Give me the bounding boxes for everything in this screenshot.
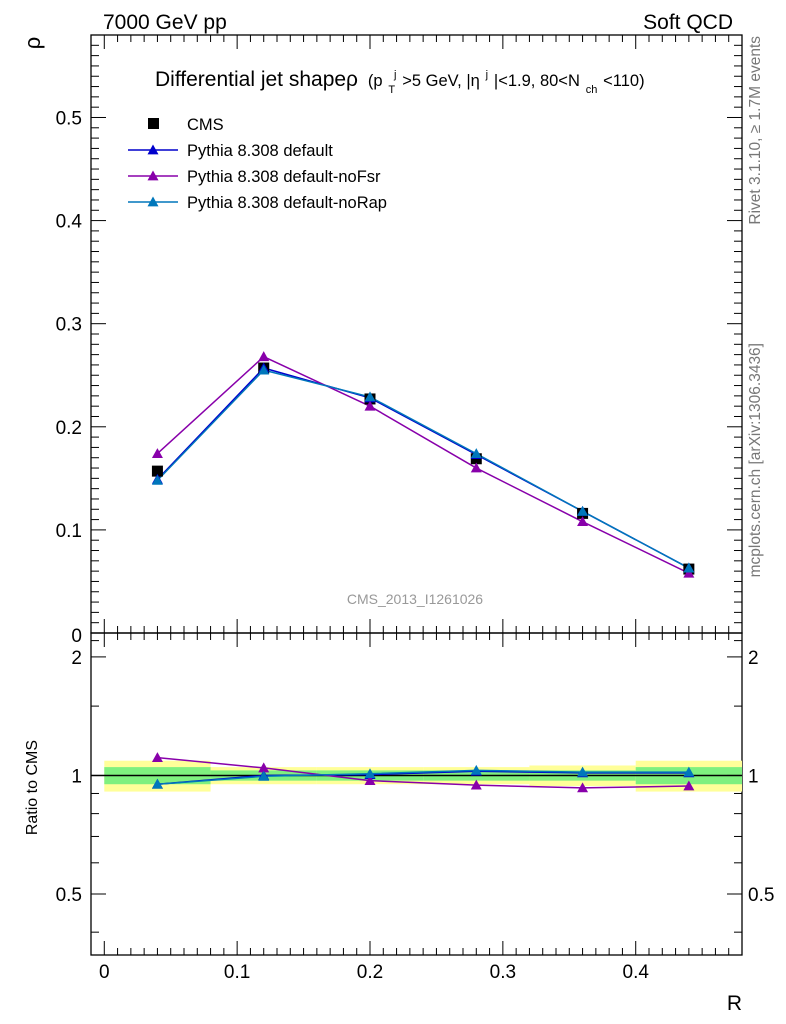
chart-title-main: Differential jet shapeρ [155, 68, 358, 91]
y-tick-label: 0.1 [56, 521, 82, 542]
legend-label-series-1: Pythia 8.308 default-noFsr [187, 168, 381, 186]
ratio-series-group [151, 752, 695, 793]
chart-title-sub-2: >5 GeV, |η [402, 72, 480, 90]
chart-title-sub-6: <110) [603, 72, 644, 90]
series-1-point [258, 351, 270, 362]
series-2-point [470, 448, 482, 458]
series-line-2 [156, 369, 690, 569]
axis-ticks [91, 35, 743, 955]
legend-marker-series-0 [147, 144, 159, 155]
ratio-series-2-point [683, 766, 695, 777]
chart-title-sub-ch: ch [586, 84, 598, 96]
header-left: 7000 GeV pp [103, 11, 227, 34]
chart-title-sub-t: T [388, 84, 395, 96]
y-tick-label: 0.2 [56, 418, 82, 439]
chart-title-sub-j1: j [393, 69, 396, 81]
ratio-tick-label: 1 [71, 766, 82, 787]
ratio-series-2-point [258, 770, 270, 781]
ratio-series-2-point [364, 768, 376, 779]
y-tick-label: 0.3 [56, 315, 82, 336]
series-1-point [683, 567, 695, 578]
mcplots-label: mcplots.cern.ch [arXiv:1306.3436] [747, 343, 764, 577]
ratio-series-1-point [683, 780, 695, 791]
series-1-point [577, 516, 589, 527]
series-line-1 [156, 355, 690, 574]
ratio-plot-frame [90, 632, 743, 956]
legend-marker-cms [148, 118, 159, 129]
main-series-group [151, 351, 695, 578]
ratio-series-2-point [577, 766, 589, 777]
x-tick-label: 0.4 [623, 962, 650, 983]
legend-label-series-2: Pythia 8.308 default-noRap [187, 194, 387, 212]
series-2-point [364, 391, 376, 402]
series-2-point [577, 505, 589, 516]
chart-title: Differential jet shapeρ (p T j >5 GeV, |… [155, 60, 645, 98]
series-2-point [683, 562, 695, 573]
series-1-point [364, 400, 376, 411]
y-tick-label-zero: 0 [71, 626, 82, 647]
ratio-tick-label-right: 1 [748, 766, 759, 787]
x-tick-label: 0.1 [224, 962, 250, 983]
cms-data-point [151, 465, 163, 477]
series-2-point [258, 364, 270, 375]
ratio-line-2 [157, 769, 689, 785]
ratio-series-1-point [577, 782, 589, 793]
ratio-series-2-point [470, 764, 482, 775]
y-tick-label: 0.5 [56, 108, 82, 129]
series-2-point [151, 474, 163, 485]
ratio-series-1-point [258, 762, 270, 773]
ratio-series-1-point [151, 752, 163, 763]
ratio-tick-label: 0.5 [56, 885, 82, 906]
x-tick-label: 0.3 [490, 962, 516, 983]
y-tick-label: 0.4 [56, 212, 83, 233]
header-right: Soft QCD [643, 11, 733, 34]
x-tick-label: 0.2 [357, 962, 383, 983]
legend-label-series-0: Pythia 8.308 default [187, 142, 333, 160]
series-1-point [470, 462, 482, 473]
ratio-series-1-point [470, 779, 482, 790]
analysis-watermark: CMS_2013_I1261026 [347, 591, 483, 607]
y-axis-label: ρ [20, 37, 45, 50]
x-axis-label: R [727, 992, 742, 1015]
ratio-line-1 [157, 756, 689, 789]
ratio-series-2-point [151, 778, 163, 789]
legend: CMS Pythia 8.308 default Pythia 8.308 de… [128, 116, 387, 212]
chart-title-sub-j2: j [485, 69, 488, 81]
legend-label-cms: CMS [187, 116, 224, 134]
ratio-tick-label-right: 0.5 [748, 885, 774, 906]
legend-marker-series-2 [147, 196, 159, 207]
ratio-series-1-point [364, 775, 376, 786]
axis-tick-labels: 0 0.1 0.2 0.3 0.4 0.1 0.2 0.3 0.4 0.5 0 0.5 0.5 1 1 2 2 [56, 108, 775, 983]
ratio-tick-label: 2 [71, 648, 82, 669]
rivet-label: Rivet 3.1.10, ≥ 1.7M events [747, 36, 764, 225]
series-1-point [151, 448, 163, 458]
chart-title-sub-4: |<1.9, 80<N [494, 72, 580, 90]
ratio-tick-label-right: 2 [748, 648, 759, 669]
chart-title-sub: (p [368, 72, 383, 90]
legend-marker-series-1 [147, 170, 159, 181]
x-tick-label: 0 [99, 962, 110, 983]
ratio-y-axis-label: Ratio to CMS [24, 740, 41, 835]
